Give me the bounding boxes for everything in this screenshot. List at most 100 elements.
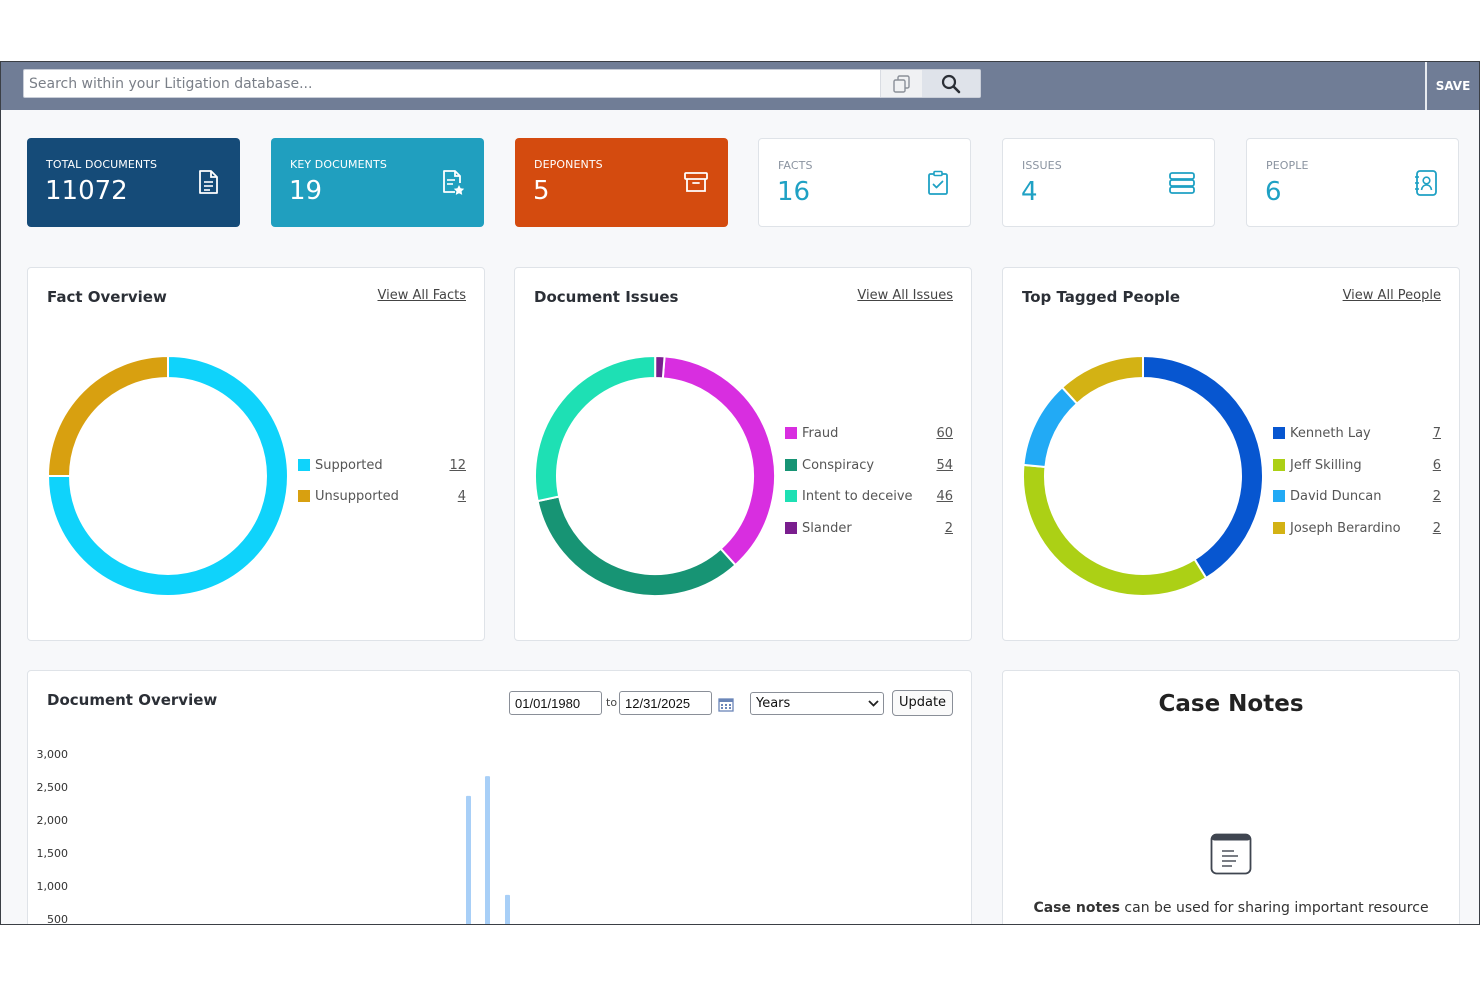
y-tick-label: 3,000 xyxy=(37,748,69,761)
legend-count[interactable]: 54 xyxy=(936,458,953,473)
donut-slice[interactable] xyxy=(1060,354,1144,405)
donut-slice[interactable] xyxy=(46,354,289,597)
fact-overview-donut xyxy=(46,354,289,597)
stat-key-documents[interactable]: KEY DOCUMENTS 19 xyxy=(271,138,484,227)
donut-slice[interactable] xyxy=(534,355,657,503)
chart-bar[interactable] xyxy=(466,795,471,925)
case-notes-title: Case Notes xyxy=(1158,691,1304,717)
legend-name: David Duncan xyxy=(1290,489,1382,504)
stat-people[interactable]: PEOPLE 6 xyxy=(1246,138,1459,227)
divider xyxy=(1425,62,1427,110)
legend-name: Slander xyxy=(802,521,852,536)
document-issues-card: Document Issues View All Issues Fraud 60… xyxy=(514,267,972,641)
clipboard-check-icon xyxy=(928,170,948,195)
date-range-to-label: to xyxy=(606,696,618,709)
view-all-issues-link[interactable]: View All Issues xyxy=(857,288,953,303)
legend-name: Intent to deceive xyxy=(802,489,913,504)
legend-item[interactable]: Unsupported 4 xyxy=(298,489,466,505)
top-tagged-people-legend: Kenneth Lay 7 Jeff Skilling 6 David Dunc… xyxy=(1273,426,1441,536)
legend-name: Joseph Berardino xyxy=(1290,521,1401,536)
card-title: Document Overview xyxy=(47,691,218,709)
case-notes-description: Case notes can be used for sharing impor… xyxy=(1003,900,1459,916)
legend-item[interactable]: David Duncan 2 xyxy=(1273,489,1441,505)
donut-slice[interactable] xyxy=(654,354,666,380)
stat-label: ISSUES xyxy=(1022,159,1062,172)
top-tagged-people-donut xyxy=(1022,354,1264,597)
copy-icon xyxy=(892,74,910,93)
legend-name: Conspiracy xyxy=(802,458,875,473)
legend-name: Fraud xyxy=(802,426,839,441)
granularity-select[interactable]: Years xyxy=(750,692,884,715)
legend-count[interactable]: 60 xyxy=(936,426,953,441)
update-button[interactable]: Update xyxy=(892,690,953,716)
legend-item[interactable]: Fraud 60 xyxy=(785,426,953,442)
copy-button[interactable] xyxy=(880,70,922,97)
donut-slice[interactable] xyxy=(661,355,776,567)
stat-value: 6 xyxy=(1265,177,1282,207)
y-tick-label: 1,000 xyxy=(37,880,69,893)
stat-total-documents[interactable]: TOTAL DOCUMENTS 11072 xyxy=(27,138,240,227)
document-overview-card: Document Overview to Years Update 3,000 … xyxy=(27,670,972,925)
document-icon xyxy=(199,170,218,194)
contact-book-icon xyxy=(1415,170,1437,196)
y-tick-label: 500 xyxy=(47,913,68,925)
stat-value: 16 xyxy=(777,177,811,207)
document-issues-legend: Fraud 60 Conspiracy 54 Intent to deceive… xyxy=(785,426,953,536)
legend-count[interactable]: 2 xyxy=(944,521,953,536)
legend-name: Jeff Skilling xyxy=(1290,458,1362,473)
granularity-value: Years xyxy=(756,696,791,711)
donut-slice[interactable] xyxy=(536,495,737,597)
legend-item[interactable]: Slander 2 xyxy=(785,521,953,537)
search-input[interactable] xyxy=(24,70,880,97)
date-to-input[interactable] xyxy=(619,691,712,715)
search-button[interactable] xyxy=(922,70,980,97)
legend-swatch xyxy=(1273,427,1285,439)
donut-slice[interactable] xyxy=(1022,385,1079,469)
legend-name: Supported xyxy=(315,458,383,473)
chart-bar[interactable] xyxy=(505,894,510,925)
legend-item[interactable]: Joseph Berardino 2 xyxy=(1273,521,1441,537)
stat-facts[interactable]: FACTS 16 xyxy=(758,138,971,227)
legend-count[interactable]: 4 xyxy=(457,489,466,504)
legend-count[interactable]: 12 xyxy=(449,458,466,473)
legend-count[interactable]: 2 xyxy=(1432,489,1441,504)
legend-item[interactable]: Kenneth Lay 7 xyxy=(1273,426,1441,442)
stat-issues[interactable]: ISSUES 4 xyxy=(1002,138,1215,227)
view-all-facts-link[interactable]: View All Facts xyxy=(377,288,467,303)
stat-deponents[interactable]: DEPONENTS 5 xyxy=(515,138,728,227)
legend-item[interactable]: Jeff Skilling 6 xyxy=(1273,458,1441,474)
legend-count[interactable]: 46 xyxy=(936,489,953,504)
card-title: Fact Overview xyxy=(47,288,167,306)
fact-overview-card: Fact Overview View All Facts Supported 1… xyxy=(27,267,485,641)
stat-value: 11072 xyxy=(45,176,128,206)
chevron-down-icon xyxy=(868,700,879,707)
stat-value: 5 xyxy=(533,176,550,206)
stat-value: 19 xyxy=(289,176,323,206)
chart-bar[interactable] xyxy=(485,776,490,925)
document-overview-chart: 3,000 2,500 2,000 1,500 1,000 500 xyxy=(37,748,510,925)
legend-swatch xyxy=(785,522,797,534)
legend-swatch xyxy=(298,490,310,502)
chart-bars xyxy=(466,776,510,925)
legend-swatch xyxy=(785,490,797,502)
stat-label: PEOPLE xyxy=(1266,159,1309,172)
stat-label: DEPONENTS xyxy=(534,158,603,171)
donut-slice[interactable] xyxy=(1142,354,1264,580)
document-issues-donut xyxy=(534,354,776,597)
donut-slice[interactable] xyxy=(46,354,169,477)
legend-item[interactable]: Conspiracy 54 xyxy=(785,458,953,474)
stat-label: KEY DOCUMENTS xyxy=(290,158,387,171)
view-all-people-link[interactable]: View All People xyxy=(1342,288,1441,303)
save-button[interactable]: SAVE xyxy=(1435,79,1471,93)
y-tick-label: 1,500 xyxy=(37,847,69,860)
legend-item[interactable]: Intent to deceive 46 xyxy=(785,489,953,505)
legend-item[interactable]: Supported 12 xyxy=(298,458,466,474)
donut-slice[interactable] xyxy=(1022,463,1208,597)
legend-count[interactable]: 7 xyxy=(1432,426,1441,441)
legend-count[interactable]: 6 xyxy=(1432,458,1441,473)
y-tick-label: 2,500 xyxy=(37,781,69,794)
document-star-icon xyxy=(443,170,465,195)
date-from-input[interactable] xyxy=(509,691,602,715)
calendar-icon[interactable] xyxy=(718,697,734,712)
legend-count[interactable]: 2 xyxy=(1432,521,1441,536)
